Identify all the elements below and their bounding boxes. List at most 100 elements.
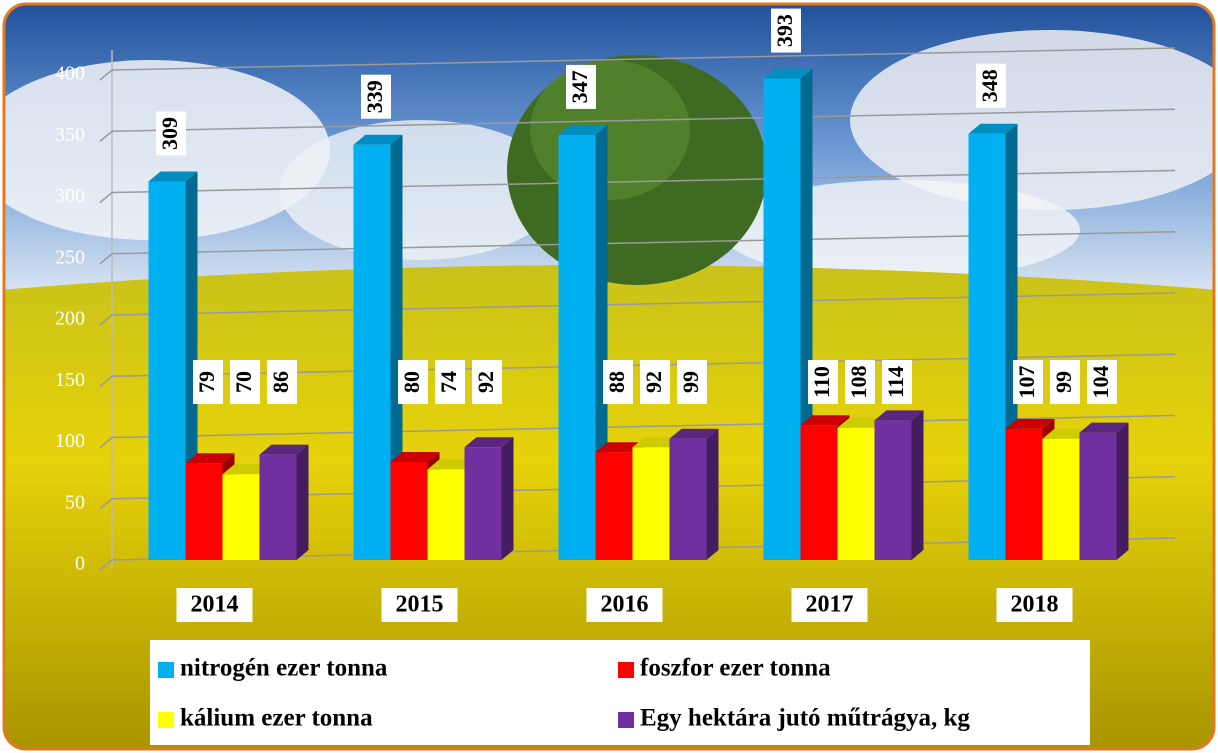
bar-top xyxy=(558,124,608,135)
x-tick-box xyxy=(586,588,663,622)
bar xyxy=(669,438,707,560)
x-tick-label: 2014 xyxy=(191,592,239,618)
value-label: 92 xyxy=(641,371,666,393)
value-label-group: 74 xyxy=(435,360,465,404)
bar-top xyxy=(353,134,403,145)
value-label: 79 xyxy=(194,371,219,393)
value-label-box xyxy=(361,74,391,119)
bar-side xyxy=(706,428,719,560)
bar-top xyxy=(968,123,1018,134)
legend-swatch xyxy=(158,662,174,678)
legend-label: nitrogén ezer tonna xyxy=(180,655,388,682)
bar xyxy=(968,133,1006,560)
bar-top xyxy=(763,68,813,79)
value-label: 88 xyxy=(604,371,629,393)
legend-label: kálium ezer tonna xyxy=(180,705,373,732)
value-label-box xyxy=(193,360,223,404)
y-tick-label: 200 xyxy=(55,308,85,330)
bar-top xyxy=(632,437,682,448)
bar-top xyxy=(464,437,514,448)
x-tick-box xyxy=(996,588,1073,622)
value-label-box xyxy=(1087,360,1117,404)
bar xyxy=(800,425,838,560)
legend-swatch xyxy=(618,712,634,728)
value-label: 99 xyxy=(678,371,703,393)
value-label: 108 xyxy=(846,366,871,399)
bar xyxy=(222,474,260,560)
value-label-box xyxy=(845,360,875,404)
bar xyxy=(632,447,670,560)
value-label-group: 393 xyxy=(771,8,801,53)
value-label: 80 xyxy=(399,371,424,393)
value-label: 104 xyxy=(1088,366,1113,399)
value-label-group: 99 xyxy=(677,360,707,404)
bar-top xyxy=(259,444,309,455)
value-label-group: 347 xyxy=(566,64,596,109)
bar-top xyxy=(595,442,645,453)
value-label: 70 xyxy=(231,371,256,393)
value-label: 393 xyxy=(772,14,797,47)
bar-top xyxy=(390,452,440,462)
bar xyxy=(595,452,633,560)
bar-top xyxy=(222,464,272,475)
value-label-group: 104 xyxy=(1087,360,1117,404)
value-label: 348 xyxy=(977,69,1002,102)
value-label-group: 309 xyxy=(156,111,186,156)
value-label-group: 99 xyxy=(1050,360,1080,404)
value-label-group: 70 xyxy=(230,360,260,404)
y-tick-label: 0 xyxy=(75,553,85,575)
bar xyxy=(763,78,801,560)
x-tick-box xyxy=(791,588,868,622)
y-tick-label: 100 xyxy=(55,430,85,452)
x-tick-label: 2018 xyxy=(1011,592,1059,618)
value-label-group: 110 xyxy=(808,360,838,404)
value-label-group: 86 xyxy=(267,360,297,404)
bar-side xyxy=(501,437,514,560)
y-tick-label: 350 xyxy=(55,124,85,146)
value-label-box xyxy=(398,360,428,404)
grid-line xyxy=(99,292,1176,326)
legend-swatch xyxy=(158,712,174,728)
value-label: 339 xyxy=(362,80,387,113)
grid-line xyxy=(99,47,1176,81)
value-label-group: 88 xyxy=(603,360,633,404)
value-label-box xyxy=(603,360,633,404)
bar-top xyxy=(185,453,235,464)
bar-side xyxy=(911,410,924,560)
grid-line xyxy=(99,169,1176,204)
value-label-box xyxy=(566,64,596,109)
bar-top xyxy=(800,415,850,426)
grid-line xyxy=(99,108,1176,142)
x-tick-label: 2017 xyxy=(806,592,854,618)
x-tick-box xyxy=(381,588,458,622)
bar-top xyxy=(669,428,719,439)
bar-top xyxy=(837,417,887,428)
bar xyxy=(427,469,465,560)
bar xyxy=(185,463,223,560)
value-label-box xyxy=(156,111,186,156)
value-label: 74 xyxy=(436,371,461,393)
bar-top xyxy=(148,171,198,182)
value-label-box xyxy=(882,360,912,404)
value-label: 107 xyxy=(1014,366,1039,399)
y-tick-label: 150 xyxy=(55,369,85,391)
value-label-box xyxy=(230,360,260,404)
bar xyxy=(259,454,297,560)
value-label-box xyxy=(976,63,1006,108)
value-label-group: 79 xyxy=(193,360,223,404)
bar-top xyxy=(874,410,924,421)
y-tick-label: 250 xyxy=(55,246,85,268)
bar-top xyxy=(1005,418,1055,429)
value-label: 110 xyxy=(809,366,834,398)
bar xyxy=(1079,432,1117,560)
value-label: 114 xyxy=(883,366,908,398)
value-label: 309 xyxy=(157,117,182,150)
value-label-box xyxy=(1050,360,1080,404)
value-label-box xyxy=(435,360,465,404)
value-label-box xyxy=(808,360,838,404)
legend-label: Egy hektára jutó műtrágya, kg xyxy=(640,705,970,732)
value-label-group: 339 xyxy=(361,74,391,119)
value-label: 99 xyxy=(1051,371,1076,393)
bar xyxy=(558,134,596,561)
